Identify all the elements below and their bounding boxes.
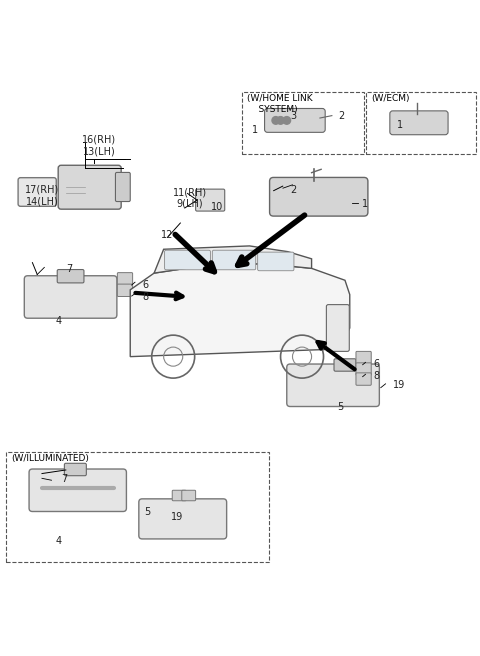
FancyBboxPatch shape <box>270 177 368 216</box>
Text: 7: 7 <box>61 474 67 483</box>
FancyBboxPatch shape <box>334 359 356 371</box>
FancyBboxPatch shape <box>356 373 371 385</box>
Text: 3: 3 <box>290 111 296 121</box>
FancyBboxPatch shape <box>326 304 349 352</box>
Text: 10: 10 <box>211 201 224 211</box>
Text: 5: 5 <box>337 402 343 412</box>
Polygon shape <box>154 246 312 273</box>
FancyBboxPatch shape <box>258 252 294 271</box>
FancyBboxPatch shape <box>57 270 84 283</box>
Circle shape <box>283 117 290 124</box>
Text: 5: 5 <box>144 507 150 517</box>
FancyBboxPatch shape <box>29 469 126 512</box>
Text: 11(RH)
9(LH): 11(RH) 9(LH) <box>173 187 207 209</box>
FancyBboxPatch shape <box>356 352 371 364</box>
Text: 1: 1 <box>252 125 258 135</box>
FancyBboxPatch shape <box>117 284 132 297</box>
FancyBboxPatch shape <box>58 165 121 209</box>
FancyBboxPatch shape <box>64 463 86 476</box>
FancyBboxPatch shape <box>139 499 227 539</box>
Text: 8: 8 <box>142 292 148 302</box>
Text: 12: 12 <box>161 230 174 240</box>
Text: 17(RH)
14(LH): 17(RH) 14(LH) <box>25 185 59 207</box>
Text: 6: 6 <box>373 359 380 369</box>
Text: 6: 6 <box>142 280 148 290</box>
Text: 4: 4 <box>56 535 62 546</box>
Circle shape <box>272 117 280 124</box>
Text: 7: 7 <box>66 264 72 274</box>
FancyBboxPatch shape <box>116 173 130 201</box>
FancyBboxPatch shape <box>165 250 210 270</box>
Text: 8: 8 <box>373 371 380 381</box>
FancyBboxPatch shape <box>182 490 196 501</box>
Text: 1: 1 <box>362 199 368 209</box>
Text: 2: 2 <box>338 111 344 121</box>
FancyBboxPatch shape <box>172 490 186 501</box>
Text: (W/ILLUMINATED): (W/ILLUMINATED) <box>11 455 89 463</box>
Text: 4: 4 <box>56 316 62 326</box>
FancyBboxPatch shape <box>287 364 379 407</box>
FancyBboxPatch shape <box>390 111 448 134</box>
FancyBboxPatch shape <box>356 363 371 375</box>
Text: 1: 1 <box>397 121 403 131</box>
Text: (W/HOME LINK
    SYSTEM): (W/HOME LINK SYSTEM) <box>247 94 313 113</box>
Text: 19: 19 <box>393 380 405 390</box>
FancyBboxPatch shape <box>24 276 117 318</box>
Text: 19: 19 <box>171 512 183 522</box>
Text: 16(RH)
13(LH): 16(RH) 13(LH) <box>82 134 116 156</box>
Polygon shape <box>130 264 350 357</box>
FancyBboxPatch shape <box>196 189 225 211</box>
FancyBboxPatch shape <box>18 178 56 206</box>
FancyBboxPatch shape <box>117 273 132 285</box>
FancyBboxPatch shape <box>264 108 325 133</box>
FancyBboxPatch shape <box>212 250 256 270</box>
Circle shape <box>277 117 284 124</box>
Text: (W/ECM): (W/ECM) <box>371 94 410 103</box>
Text: 2: 2 <box>290 185 296 195</box>
